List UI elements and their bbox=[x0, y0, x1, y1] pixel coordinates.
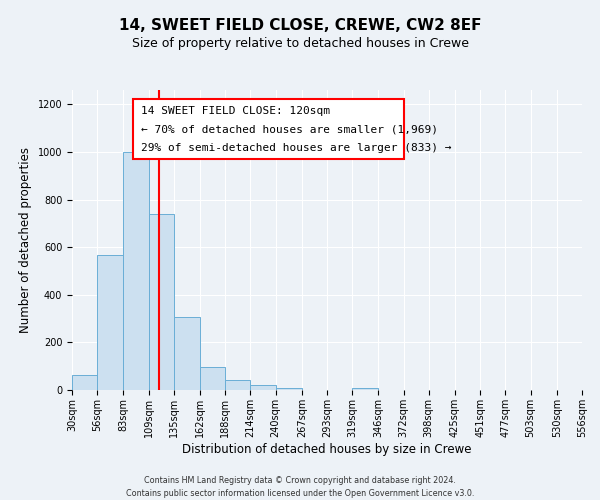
Bar bbox=[275, 388, 302, 390]
Bar bbox=[200, 368, 225, 390]
X-axis label: Distribution of detached houses by size in Crewe: Distribution of detached houses by size … bbox=[182, 442, 472, 456]
Text: Contains HM Land Registry data © Crown copyright and database right 2024.
Contai: Contains HM Land Registry data © Crown c… bbox=[126, 476, 474, 498]
Text: 29% of semi-detached houses are larger (833) →: 29% of semi-detached houses are larger (… bbox=[141, 143, 451, 153]
Bar bbox=[225, 380, 250, 390]
Bar bbox=[149, 214, 174, 390]
Bar bbox=[250, 385, 275, 390]
Bar bbox=[72, 374, 97, 390]
Text: 14, SWEET FIELD CLOSE, CREWE, CW2 8EF: 14, SWEET FIELD CLOSE, CREWE, CW2 8EF bbox=[119, 18, 481, 32]
Bar bbox=[174, 318, 200, 390]
Bar bbox=[97, 256, 124, 390]
Bar bbox=[352, 388, 379, 390]
Text: ← 70% of detached houses are smaller (1,969): ← 70% of detached houses are smaller (1,… bbox=[141, 124, 438, 134]
Y-axis label: Number of detached properties: Number of detached properties bbox=[19, 147, 32, 333]
FancyBboxPatch shape bbox=[133, 99, 404, 159]
Text: 14 SWEET FIELD CLOSE: 120sqm: 14 SWEET FIELD CLOSE: 120sqm bbox=[141, 106, 330, 117]
Text: Size of property relative to detached houses in Crewe: Size of property relative to detached ho… bbox=[131, 38, 469, 51]
Bar bbox=[124, 152, 149, 390]
